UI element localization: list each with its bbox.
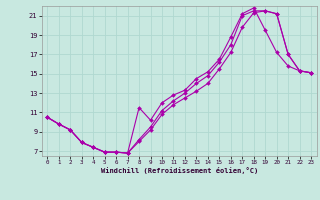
X-axis label: Windchill (Refroidissement éolien,°C): Windchill (Refroidissement éolien,°C)	[100, 167, 258, 174]
